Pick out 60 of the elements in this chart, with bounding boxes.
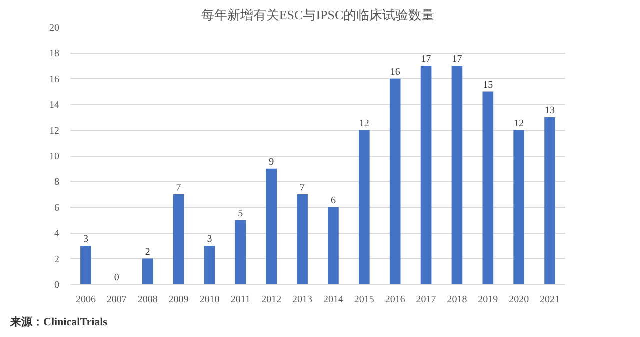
y-tick-label: 0 <box>54 280 60 291</box>
bar <box>204 246 216 284</box>
data-label: 13 <box>545 105 556 116</box>
y-tick-label: 12 <box>50 126 60 137</box>
y-tick-label: 10 <box>50 152 60 162</box>
y-tick-label: 18 <box>50 48 60 60</box>
x-tick-label: 2016 <box>385 294 406 306</box>
bar <box>514 130 525 284</box>
data-label: 17 <box>421 54 432 66</box>
data-label: 7 <box>300 182 306 194</box>
data-label: 7 <box>176 182 182 194</box>
data-label: 17 <box>452 54 462 66</box>
x-tick-label: 2008 <box>138 294 158 306</box>
bar <box>297 194 308 284</box>
bar <box>544 117 556 284</box>
x-tick-label: 2020 <box>509 294 530 306</box>
bar <box>142 258 154 284</box>
data-label: 16 <box>390 66 400 78</box>
data-label: 3 <box>207 234 212 245</box>
data-label: 15 <box>483 80 494 91</box>
y-tick-label: 20 <box>50 23 60 34</box>
bar <box>420 66 432 284</box>
bar <box>328 207 339 284</box>
data-label: 12 <box>514 118 524 130</box>
x-tick-label: 2019 <box>478 294 498 306</box>
y-tick-label: 4 <box>54 228 60 240</box>
x-tick-label: 2006 <box>76 294 96 306</box>
data-label: 9 <box>269 156 274 168</box>
data-label: 6 <box>330 195 336 206</box>
x-tick-label: 2021 <box>540 294 560 306</box>
x-tick-label: 2015 <box>354 294 374 306</box>
bar <box>235 220 246 284</box>
x-tick-label: 2007 <box>106 294 127 306</box>
bar <box>390 78 401 284</box>
x-tick-label: 2012 <box>262 294 282 306</box>
bar <box>266 168 278 284</box>
x-tick-label: 2009 <box>168 294 189 306</box>
x-tick-label: 2011 <box>230 294 250 306</box>
y-tick-label: 2 <box>54 254 60 266</box>
data-label: 3 <box>83 234 88 245</box>
data-label: 0 <box>114 272 120 284</box>
x-tick-label: 2013 <box>292 294 313 306</box>
data-label: 5 <box>238 208 244 220</box>
bar <box>482 92 494 284</box>
bar <box>452 66 463 284</box>
bar <box>80 246 92 284</box>
chart-title: 每年新增有关ESC与IPSC的临床试验数量 <box>201 8 435 22</box>
y-tick-label: 14 <box>50 100 60 112</box>
x-tick-label: 2010 <box>200 294 220 306</box>
x-tick-label: 2017 <box>416 294 436 306</box>
bar <box>358 130 370 284</box>
y-tick-label: 16 <box>50 74 60 86</box>
data-label: 12 <box>359 118 370 130</box>
data-label: 2 <box>145 246 150 258</box>
x-tick-label: 2014 <box>323 294 344 306</box>
source-note: 来源：ClinicalTrials <box>10 316 108 328</box>
y-tick-label: 8 <box>54 177 60 188</box>
x-tick-label: 2018 <box>447 294 468 306</box>
bar <box>173 194 184 284</box>
y-tick-label: 6 <box>54 202 60 214</box>
